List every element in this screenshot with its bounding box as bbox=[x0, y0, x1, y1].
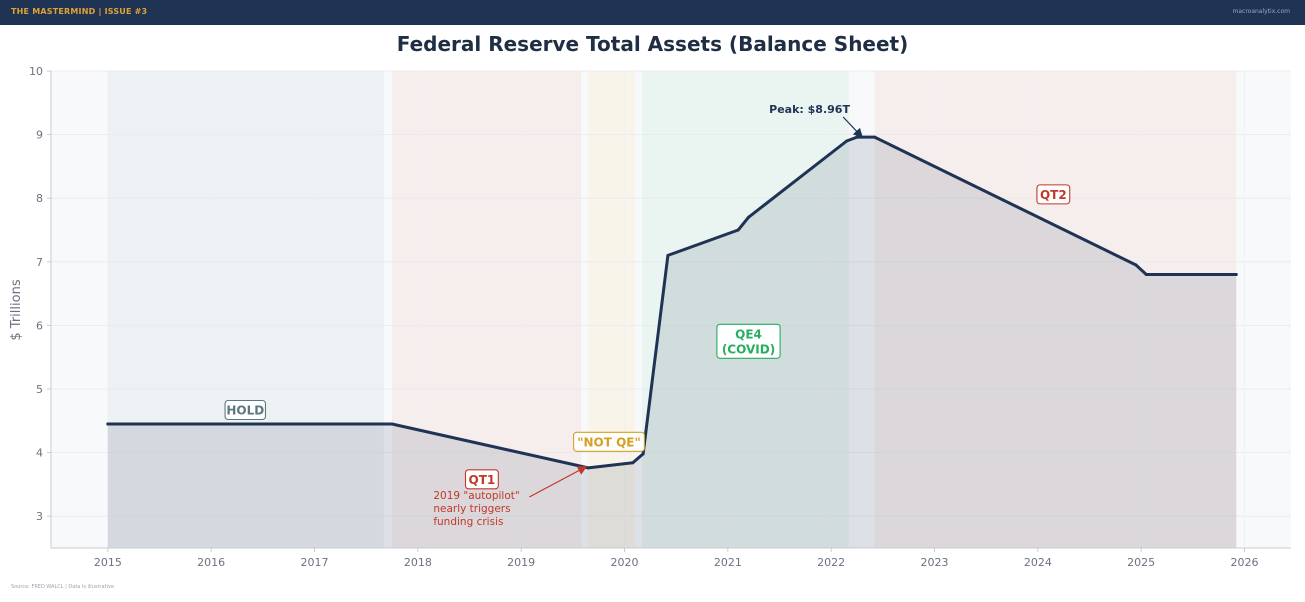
x-tick-label: 2022 bbox=[817, 556, 845, 569]
y-tick-label: 4 bbox=[36, 447, 43, 460]
x-tick-label: 2025 bbox=[1127, 556, 1155, 569]
x-tick-label: 2015 bbox=[94, 556, 122, 569]
data-point bbox=[855, 135, 859, 139]
y-axis-label: $ Trillions bbox=[9, 279, 24, 340]
data-point bbox=[641, 452, 645, 456]
region-band-qt bbox=[392, 71, 582, 548]
region-label-text: QT2 bbox=[1040, 188, 1067, 202]
region-label-box bbox=[716, 323, 781, 359]
region-label-qe: QE4(COVID) bbox=[716, 323, 781, 359]
data-point bbox=[1144, 273, 1148, 277]
x-tick-label: 2024 bbox=[1024, 556, 1052, 569]
series-area bbox=[107, 137, 1237, 548]
chart-title: Federal Reserve Total Assets (Balance Sh… bbox=[396, 32, 909, 56]
newsletter-brand: THE MASTERMIND | ISSUE #3 bbox=[11, 7, 148, 16]
x-tick-label: 2018 bbox=[404, 556, 432, 569]
y-tick-label: 3 bbox=[36, 510, 43, 523]
annotation-text: funding crisis bbox=[433, 516, 503, 528]
region-label-box bbox=[1036, 184, 1071, 205]
region-label-qt: QT1 bbox=[464, 469, 499, 490]
region-label-text: HOLD bbox=[226, 403, 264, 417]
annotation-text: 2019 "autopilot" bbox=[433, 490, 519, 502]
region-label-qt: QT2 bbox=[1036, 184, 1071, 205]
x-tick-label: 2026 bbox=[1231, 556, 1259, 569]
region-label-box bbox=[464, 469, 499, 490]
x-tick-label: 2019 bbox=[507, 556, 535, 569]
data-point bbox=[631, 461, 635, 465]
x-tick-label: 2017 bbox=[301, 556, 329, 569]
region-label-text: (COVID) bbox=[722, 342, 775, 356]
region-label-text: "NOT QE" bbox=[577, 435, 641, 449]
data-point bbox=[736, 228, 740, 232]
x-tick-label: 2020 bbox=[611, 556, 639, 569]
region-label-box bbox=[224, 399, 267, 421]
data-point bbox=[1234, 273, 1238, 277]
y-tick-label: 9 bbox=[36, 129, 43, 142]
data-point bbox=[1134, 263, 1138, 267]
annotation-text: Peak: $8.96T bbox=[769, 103, 850, 116]
annotation-text: nearly triggers bbox=[433, 503, 510, 515]
annotation-arrow bbox=[842, 116, 863, 139]
region-band-hold bbox=[107, 71, 384, 548]
region-label-text: QE4 bbox=[735, 327, 762, 341]
region-label-box bbox=[573, 431, 645, 452]
data-point bbox=[747, 215, 750, 219]
data-point bbox=[106, 422, 110, 426]
region-band-qe bbox=[642, 71, 849, 548]
y-tick-label: 10 bbox=[29, 65, 43, 78]
x-tick-label: 2016 bbox=[197, 556, 225, 569]
data-point bbox=[666, 253, 670, 257]
y-tick-label: 8 bbox=[36, 192, 43, 205]
data-point bbox=[586, 466, 590, 470]
data-point bbox=[390, 422, 394, 426]
site-url[interactable]: macroanalytix.com bbox=[1232, 8, 1291, 15]
annotation-arrow bbox=[529, 466, 588, 498]
data-point bbox=[845, 139, 849, 143]
x-tick-label: 2021 bbox=[714, 556, 742, 569]
y-tick-label: 6 bbox=[36, 319, 43, 332]
region-label-hold: HOLD bbox=[224, 399, 267, 421]
x-tick-label: 2023 bbox=[921, 556, 949, 569]
source-note: Source: FRED WALCL | Data is illustrativ… bbox=[11, 584, 114, 590]
y-tick-label: 5 bbox=[36, 383, 43, 396]
top-bar: THE MASTERMIND | ISSUE #3 macroanalytix.… bbox=[0, 0, 1305, 25]
data-point bbox=[873, 135, 877, 139]
region-label-notqe: "NOT QE" bbox=[573, 431, 645, 452]
region-label-text: QT1 bbox=[469, 473, 496, 487]
series-line-total-assets bbox=[106, 135, 1238, 470]
y-tick-label: 7 bbox=[36, 256, 43, 269]
